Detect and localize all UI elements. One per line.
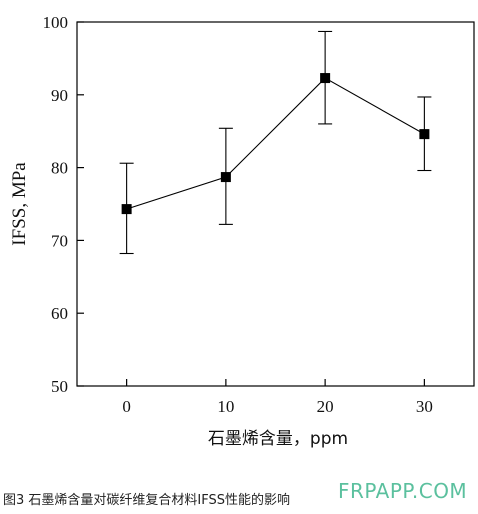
watermark: FRPAPP.COM — [338, 479, 468, 503]
y-axis-label: IFSS, MPa — [9, 162, 30, 246]
x-tick-label: 10 — [217, 397, 234, 416]
x-tick-label: 30 — [416, 397, 433, 416]
y-tick-label: 90 — [51, 86, 68, 105]
y-tick-label: 100 — [43, 13, 69, 32]
series-line — [126, 77, 425, 210]
data-point — [220, 172, 231, 183]
x-tick-label: 0 — [122, 397, 131, 416]
y-axis: 50 60 70 80 90 100 — [43, 13, 84, 396]
y-tick-label: 80 — [51, 159, 68, 178]
x-tick-label: 20 — [317, 397, 334, 416]
data-point — [419, 129, 430, 140]
x-axis-label: 石墨烯含量，ppm — [208, 429, 348, 449]
x-axis: 0 10 20 30 — [122, 379, 433, 416]
plot-frame — [76, 21, 475, 387]
series-layer — [119, 30, 432, 255]
data-point — [320, 73, 331, 84]
y-tick-label: 60 — [51, 304, 68, 323]
y-tick-label: 70 — [51, 231, 68, 250]
figure-caption: 图3 石墨烯含量对碳纤维复合材料IFSS性能的影响 — [3, 493, 290, 508]
y-tick-label: 50 — [51, 377, 68, 396]
ifss-chart: 50 60 70 80 90 100 0 10 20 30 IFSS, MPa 石墨烯含量，pp… — [9, 13, 475, 449]
data-point — [121, 204, 132, 215]
